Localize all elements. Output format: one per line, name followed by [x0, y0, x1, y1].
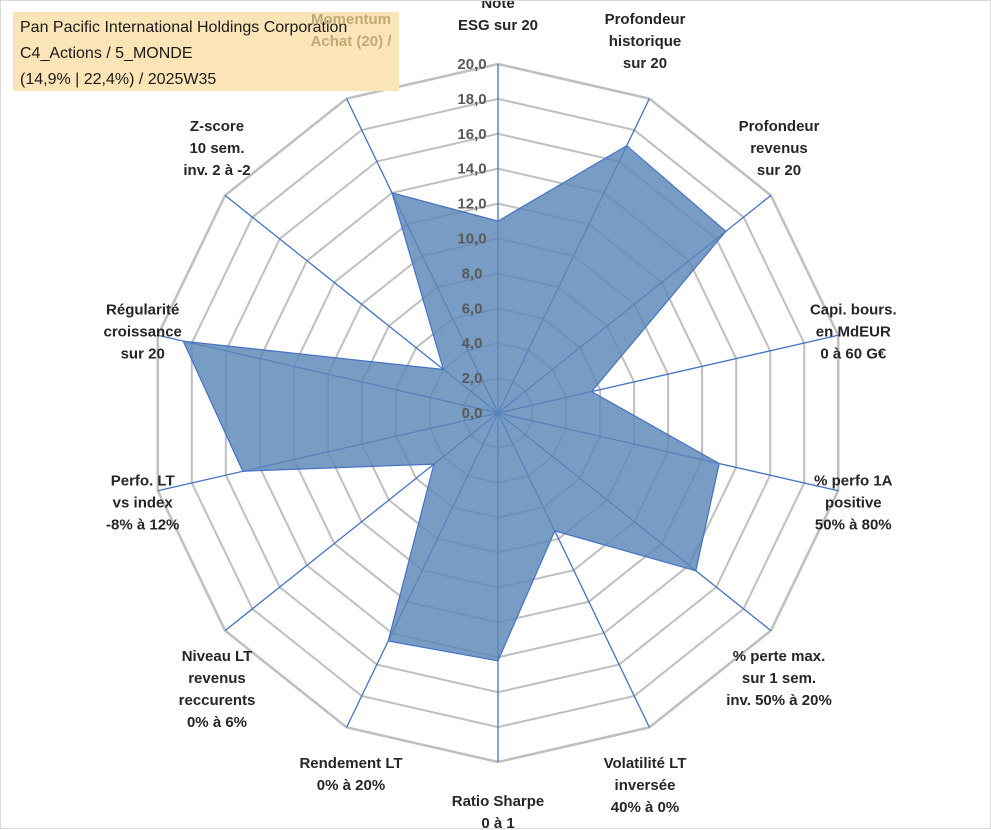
axis-label-line: Rendement LT: [299, 755, 402, 772]
axis-label-line: Profondeur: [605, 11, 686, 28]
axis-label-line: -8% à 12%: [106, 517, 179, 534]
axis-label-line: Note: [481, 1, 514, 12]
axis-label-line: inv. 2 à -2: [183, 162, 250, 179]
axis-label-line: Régularité: [106, 301, 179, 318]
period-info: (14,9% | 22,4%) / 2025W35: [20, 71, 217, 88]
axis-label-line: 10 sem.: [189, 140, 244, 157]
tick-label: 2,0: [462, 370, 483, 387]
tick-label: 10,0: [457, 231, 486, 248]
tick-label: 12,0: [457, 196, 486, 213]
axis-label-line: sur 20: [121, 345, 165, 362]
axis-label-line: 0% à 6%: [187, 714, 247, 731]
axis-label-line: 0 à 1: [481, 815, 514, 830]
axis-label-line: inversée: [615, 777, 676, 794]
axis-label-line: croissance: [104, 323, 182, 340]
tick-label: 6,0: [462, 300, 483, 317]
axis-label-line: 50% à 80%: [815, 517, 892, 534]
axis-label-line: 40% à 0%: [611, 799, 679, 816]
axis-label-line: Z-score: [190, 118, 244, 135]
axis-label-line: historique: [609, 33, 682, 50]
tick-label: 14,0: [457, 161, 486, 178]
radar-series: [182, 144, 727, 662]
axis-label-line: revenus: [750, 140, 808, 157]
axis-label-line: Volatilité LT: [604, 755, 687, 772]
axis-label-line: % perte max.: [733, 648, 826, 665]
axis-label-line: Profondeur: [739, 118, 820, 135]
axis-label-line: % perfo 1A: [814, 473, 893, 490]
axis-label-line: en MdEUR: [816, 323, 891, 340]
axis-label-line: revenus: [188, 670, 246, 687]
axis-label-line: ESG sur 20: [458, 17, 538, 34]
axis-label-line: Niveau LT: [182, 648, 253, 665]
axis-label-line: sur 20: [623, 55, 667, 72]
tick-label: 16,0: [457, 126, 486, 143]
axis-label-line: 0% à 20%: [317, 777, 385, 794]
company-name: Pan Pacific International Holdings Corpo…: [20, 19, 348, 36]
tick-label: 8,0: [462, 265, 483, 282]
axis-label-line: reccurents: [179, 692, 256, 709]
axis-label-line: Perfo. LT: [111, 473, 175, 490]
info-box: Pan Pacific International Holdings Corpo…: [13, 12, 399, 91]
tick-label: 20,0: [457, 56, 486, 73]
axis-label-line: positive: [825, 495, 882, 512]
tick-label: 18,0: [457, 91, 486, 108]
category-path: C4_Actions / 5_MONDE: [20, 45, 193, 62]
axis-label-line: inv. 50% à 20%: [726, 692, 832, 709]
axis-label-line: Ratio Sharpe: [452, 793, 545, 810]
axis-label-line: sur 20: [757, 162, 801, 179]
radial-tick-labels: 0,0 2,0 4,0 6,0 8,0 10,0 12,0 14,0 16,0 18,0 20,0: [457, 56, 486, 422]
series-area: [182, 144, 727, 662]
tick-label: 0,0: [462, 405, 483, 422]
axis-label-line: 0 à 60 G€: [820, 345, 887, 362]
axis-label-line: Capi. bours.: [810, 301, 897, 318]
axis-label-line: sur 1 sem.: [742, 670, 816, 687]
axis-label-line: vs index: [113, 495, 174, 512]
tick-label: 4,0: [462, 335, 483, 352]
